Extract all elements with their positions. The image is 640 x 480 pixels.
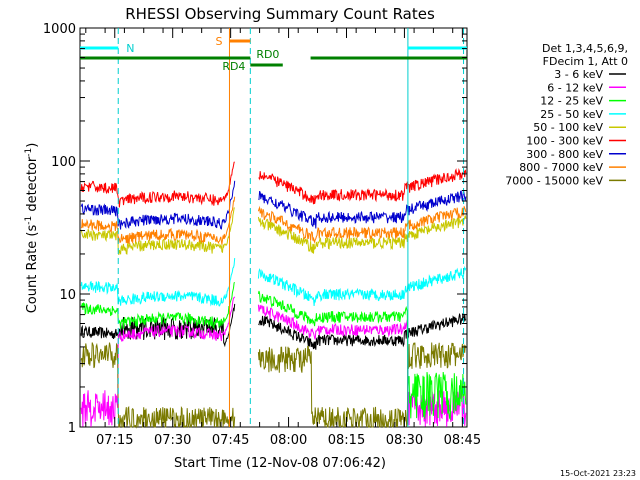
series-line bbox=[80, 196, 467, 245]
y-tick-label: 1 bbox=[68, 421, 76, 436]
y-label-sup2: -1 bbox=[24, 148, 34, 157]
legend-item-label: 7000 - 15000 keV bbox=[505, 174, 603, 187]
plot-area bbox=[79, 27, 468, 428]
legend-header-line-2: FDecim 1, Att 0 bbox=[543, 55, 628, 68]
y-label-main: Count Rate (s bbox=[25, 225, 40, 314]
x-tick-label: 08:30 bbox=[386, 433, 423, 448]
y-label-mid: detector bbox=[25, 156, 40, 216]
legend-item-label: 12 - 25 keV bbox=[540, 95, 603, 108]
x-tick-label: 08:15 bbox=[328, 433, 365, 448]
rd0-label: RD0 bbox=[256, 48, 279, 61]
y-label-end: ) bbox=[25, 143, 40, 148]
legend-item-label: 3 - 6 keV bbox=[554, 68, 603, 81]
axes: 1 10 100 1000 07:15 07:30 07:45 08:00 08:15 08:30… bbox=[43, 22, 481, 448]
series-line bbox=[80, 342, 467, 429]
series-line bbox=[80, 161, 467, 208]
series-line bbox=[80, 296, 467, 427]
rd4-label: RD4 bbox=[222, 60, 245, 73]
x-tick-label: 08:00 bbox=[270, 433, 307, 448]
y-axis-label: Count Rate (s-1 detector-1) bbox=[24, 143, 40, 314]
y-tick-label: 1000 bbox=[43, 22, 76, 37]
legend-item-label: 300 - 800 keV bbox=[526, 148, 603, 161]
timestamp: 15-Oct-2021 23:23 bbox=[560, 469, 636, 478]
legend-item-label: 100 - 300 keV bbox=[526, 135, 603, 148]
data-layer bbox=[80, 161, 467, 429]
legend: Det 1,3,4,5,6,9, FDecim 1, Att 0 3 - 6 k… bbox=[505, 42, 628, 187]
chart-title: RHESSI Observing Summary Count Rates bbox=[125, 5, 435, 23]
series-line bbox=[80, 258, 467, 307]
y-label-sup1: -1 bbox=[24, 216, 34, 225]
x-tick-label: 07:45 bbox=[212, 433, 249, 448]
y-tick-label: 100 bbox=[51, 155, 76, 170]
x-axis-label: Start Time (12-Nov-08 07:06:42) bbox=[174, 456, 386, 471]
legend-item-label: 25 - 50 keV bbox=[540, 108, 603, 121]
x-tick-label: 07:30 bbox=[154, 433, 191, 448]
legend-item-label: 6 - 12 keV bbox=[547, 81, 603, 94]
x-tick-label: 07:15 bbox=[96, 433, 133, 448]
legend-item-label: 800 - 7000 keV bbox=[519, 161, 603, 174]
series-line bbox=[80, 207, 467, 255]
legend-item-label: 50 - 100 keV bbox=[533, 121, 603, 134]
night-label: N bbox=[126, 42, 134, 55]
series-line bbox=[80, 180, 467, 230]
saa-label: S bbox=[215, 35, 222, 48]
y-tick-label: 10 bbox=[59, 288, 76, 303]
x-tick-label: 08:45 bbox=[444, 433, 481, 448]
series-line bbox=[80, 281, 467, 421]
legend-header-line-1: Det 1,3,4,5,6,9, bbox=[542, 42, 628, 55]
